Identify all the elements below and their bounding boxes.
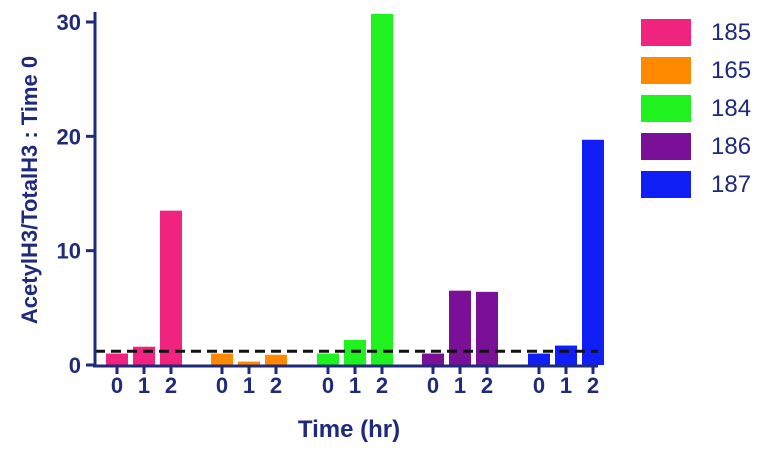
bar-186-t2	[476, 291, 498, 365]
x-tick-label-186-0: 0	[427, 373, 439, 398]
x-tick-label-165-1: 1	[243, 373, 255, 398]
x-tick-label-185-2: 2	[165, 373, 177, 398]
x-tick-label-165-0: 0	[216, 373, 228, 398]
x-tick-label-185-1: 1	[138, 373, 150, 398]
y-axis-title: AcetylH3/TotalH3 : Time 0	[17, 56, 42, 324]
y-tick-label-20: 20	[57, 124, 81, 149]
x-tick-label-187-0: 0	[533, 373, 545, 398]
x-tick-label-185-0: 0	[111, 373, 123, 398]
legend-label-187: 187	[711, 171, 751, 198]
legend-swatch-187	[641, 171, 691, 198]
bar-187-t0	[528, 353, 550, 365]
bar-165-t2	[265, 354, 287, 365]
x-tick-label-184-1: 1	[349, 373, 361, 398]
y-tick-label-10: 10	[57, 239, 81, 264]
bar-185-t2	[160, 210, 182, 365]
legend-swatch-165	[641, 57, 691, 84]
bar-185-t1	[133, 346, 155, 365]
x-tick-label-165-2: 2	[270, 373, 282, 398]
bar-165-t1	[238, 361, 260, 365]
x-tick-label-186-2: 2	[481, 373, 493, 398]
y-tick-label-0: 0	[69, 353, 81, 378]
bar-186-t0	[422, 353, 444, 365]
bar-184-t2	[371, 13, 393, 365]
legend-label-165: 165	[711, 57, 751, 84]
x-tick-label-187-1: 1	[560, 373, 572, 398]
x-tick-label-187-2: 2	[587, 373, 599, 398]
bar-187-t1	[555, 345, 577, 365]
legend-label-184: 184	[711, 95, 751, 122]
y-tick-label-30: 30	[57, 10, 81, 35]
bar-184-t0	[317, 353, 339, 365]
x-tick-label-184-2: 2	[376, 373, 388, 398]
bar-165-t0	[211, 353, 233, 365]
bar-187-t2	[582, 139, 604, 365]
legend-swatch-186	[641, 133, 691, 160]
legend-swatch-185	[641, 19, 691, 46]
legend-label-185: 185	[711, 19, 751, 46]
x-axis-title: Time (hr)	[298, 416, 400, 443]
legend-label-186: 186	[711, 133, 751, 160]
legend-swatch-184	[641, 95, 691, 122]
axes: AcetylH3/TotalH3 : Time 0 Time (hr) 0102…	[17, 10, 599, 443]
x-tick-label-186-1: 1	[454, 373, 466, 398]
bar-186-t1	[449, 290, 471, 365]
legend: 185 165 184 186 187	[641, 19, 751, 198]
bar-185-t0	[106, 353, 128, 365]
x-tick-label-184-0: 0	[322, 373, 334, 398]
plot-area	[95, 13, 604, 365]
